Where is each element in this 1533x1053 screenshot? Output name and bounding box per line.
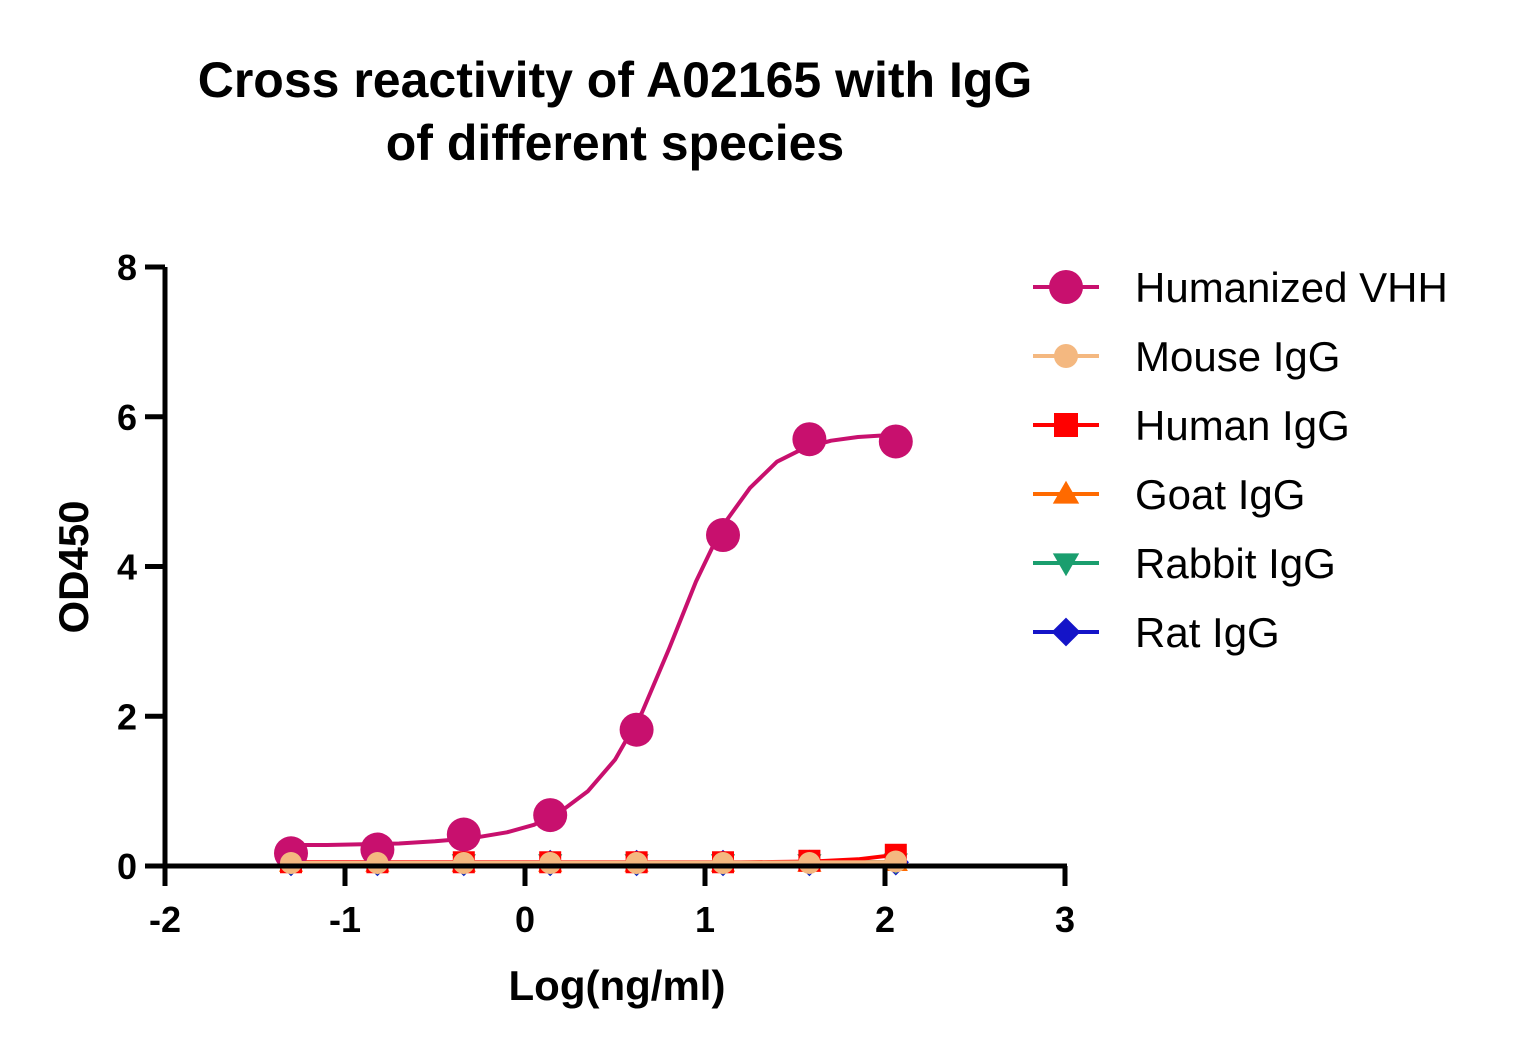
data-point [706,518,740,553]
chart-title-line-2: of different species [386,115,844,171]
x-tick-label: 0 [515,899,535,940]
x-tick-label: -1 [329,899,361,940]
data-point [446,817,481,852]
data-point [619,712,654,747]
x-axis-label: Log(ng/ml) [509,962,726,1009]
data-point [366,852,389,875]
chart-title-line-1: Cross reactivity of A02165 with IgG [198,52,1033,108]
data-point [792,422,827,457]
y-tick-label: 4 [117,547,137,588]
legend-item: Rat IgG [1033,609,1280,656]
x-tick-label: -2 [149,899,181,940]
data-point [712,852,734,875]
legend-label: Human IgG [1135,402,1350,449]
legend-item: Mouse IgG [1033,333,1340,380]
data-point [533,798,568,833]
legend-marker [1054,413,1078,437]
y-tick-label: 8 [117,247,137,288]
legend-label: Goat IgG [1135,471,1305,518]
legend-marker [1051,617,1081,647]
legend-marker [1052,480,1080,504]
legend-item: Humanized VHH [1033,264,1448,311]
y-tick-label: 2 [117,696,137,737]
fit-curve [290,860,896,865]
y-tick-label: 0 [117,846,137,887]
legend-label: Rat IgG [1135,609,1280,656]
legend-item: Goat IgG [1033,471,1305,518]
legend-label: Humanized VHH [1135,264,1448,311]
axes: 0 2 4 6 8 -2 -1 0 1 2 3 [117,247,1075,940]
legend-label: Mouse IgG [1135,333,1340,380]
legend-marker [1049,270,1083,304]
data-point [884,850,907,873]
y-axis-label: OD450 [50,500,97,633]
legend-item: Human IgG [1033,402,1350,449]
plot-area [274,422,913,877]
legend-item: Rabbit IgG [1033,540,1336,587]
data-point [539,852,562,875]
x-tick-label: 1 [695,899,715,940]
x-tick-label: 3 [1055,899,1075,940]
legend: Humanized VHH Mouse IgG Human IgG Goat IgG R… [1033,264,1448,656]
data-point [280,852,302,875]
data-point [452,852,475,875]
legend-label: Rabbit IgG [1135,540,1336,587]
legend-marker [1054,344,1078,368]
data-point [798,852,821,875]
y-tick-label: 6 [117,397,137,438]
fit-curve [291,432,896,847]
legend-marker [1052,553,1080,577]
data-point [878,424,913,459]
series-humanized-vhh [274,422,913,871]
data-point [625,852,648,875]
x-tick-label: 2 [875,899,895,940]
series-mouse-igg [280,850,907,875]
